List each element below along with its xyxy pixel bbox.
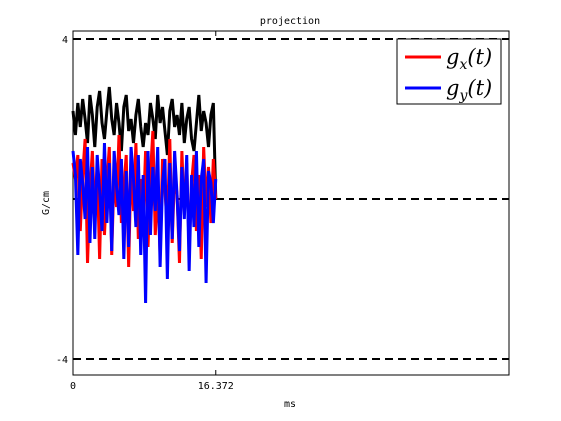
y-tick-label: 4 [62, 35, 68, 46]
series-line-0 [71, 86, 218, 200]
series-layer [71, 86, 218, 304]
legend-label-gy: gy(t) [446, 76, 492, 104]
y-axis-label: G/cm [41, 191, 52, 215]
y-tick-label: -4 [56, 355, 68, 366]
x-tick-label: 16.372 [198, 381, 234, 392]
legend-label-gx: gx(t) [446, 45, 492, 73]
series-line-2 [71, 142, 218, 304]
x-tick-label: 0 [70, 381, 76, 392]
x-axis-label: ms [284, 399, 296, 410]
legend-box [396, 38, 502, 105]
tick-layer: 0 16.372 4 -4 [56, 31, 509, 392]
legend: gx(t) gy(t) [396, 38, 502, 105]
chart-title: projection [260, 16, 320, 27]
